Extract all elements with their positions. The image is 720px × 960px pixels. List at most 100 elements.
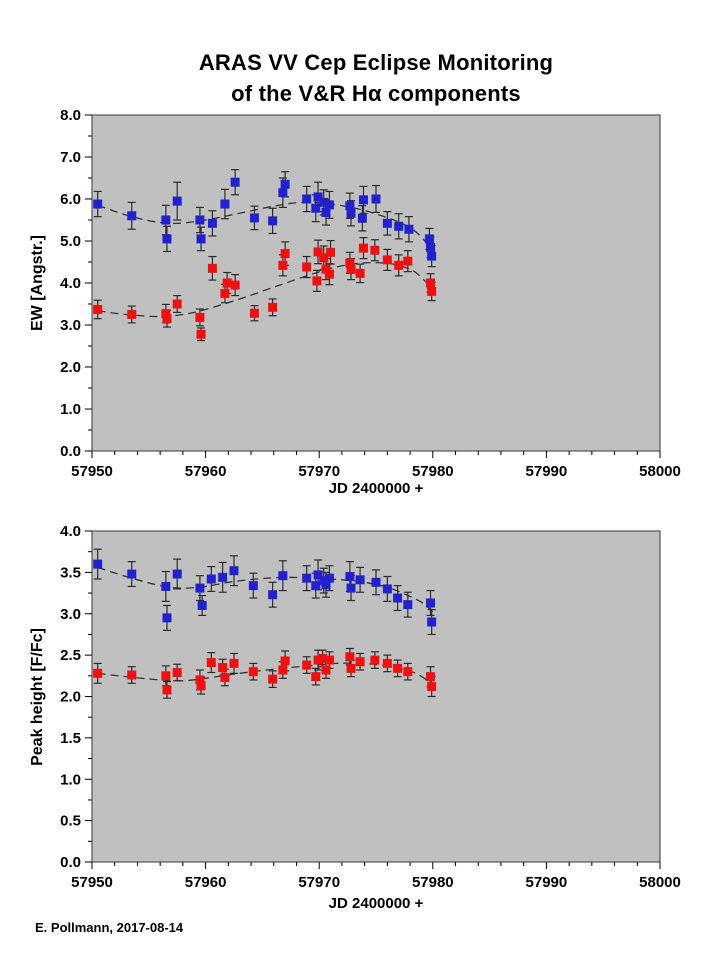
blue-data-point — [218, 572, 228, 582]
red-data-point — [249, 308, 259, 318]
blue-data-point — [161, 215, 171, 225]
x-tick-label: 57970 — [298, 463, 340, 480]
blue-data-point — [382, 218, 392, 228]
red-data-point — [280, 656, 290, 666]
blue-series — [93, 548, 437, 636]
x-tick-label: 58000 — [639, 463, 681, 480]
blue-series — [93, 169, 437, 268]
peak-height-y-axis-label: Peak height [F/Fc] — [29, 628, 46, 766]
red-trend-line — [97, 261, 434, 318]
y-tick-label: 1.0 — [60, 771, 81, 788]
ew-x-axis-label: JD 2400000 + — [328, 480, 424, 497]
x-tick-label: 57950 — [71, 463, 113, 480]
blue-data-point — [162, 234, 172, 244]
red-data-point — [278, 665, 288, 675]
red-data-point — [172, 668, 182, 678]
blue-data-point — [207, 218, 217, 228]
blue-data-point — [280, 179, 290, 189]
red-data-point — [162, 685, 172, 695]
blue-data-point — [197, 600, 207, 610]
y-tick-label: 1.0 — [60, 401, 81, 418]
red-data-point — [393, 663, 403, 673]
blue-data-point — [427, 617, 437, 627]
blue-data-point — [426, 242, 436, 252]
blue-data-point — [324, 573, 334, 583]
red-data-point — [319, 253, 329, 263]
x-tick-label: 57970 — [298, 874, 340, 891]
blue-data-point — [172, 196, 182, 206]
y-tick-label: 0.5 — [60, 813, 81, 830]
blue-data-point — [93, 199, 103, 209]
red-data-point — [403, 667, 413, 677]
red-data-point — [345, 258, 355, 268]
blue-data-point — [172, 569, 182, 579]
blue-data-point — [302, 573, 312, 583]
blue-data-point — [161, 581, 171, 591]
blue-data-point — [127, 211, 137, 221]
red-data-point — [403, 256, 413, 266]
red-data-point — [426, 278, 436, 288]
y-tick-label: 2.0 — [60, 689, 81, 706]
red-data-point — [93, 668, 103, 678]
red-data-point — [302, 660, 312, 670]
blue-data-point — [311, 203, 321, 213]
blue-data-point — [206, 574, 216, 584]
blue-data-point — [427, 251, 437, 261]
y-tick-label: 2.0 — [60, 359, 81, 376]
blue-data-point — [268, 216, 278, 226]
peak-height-chart: 57950 57960 57970 57980 57990 58000 0.0 0.5 1.0 1… — [60, 523, 681, 891]
red-data-point — [312, 276, 322, 286]
blue-data-point — [355, 575, 365, 585]
blue-data-point — [426, 598, 436, 608]
y-tick-label: 5.0 — [60, 233, 81, 250]
red-data-point — [302, 262, 312, 272]
blue-data-point — [248, 581, 258, 591]
red-data-point — [248, 667, 258, 677]
red-data-point — [427, 682, 437, 692]
blue-data-point — [394, 221, 404, 231]
blue-data-point — [195, 583, 205, 593]
figure-title: ARAS VV Cep Eclipse Monitoring of the V&… — [32, 47, 720, 109]
blue-data-point — [249, 213, 259, 223]
blue-data-point — [382, 584, 392, 594]
red-data-point — [222, 278, 232, 288]
blue-data-point — [404, 224, 414, 234]
red-data-point — [162, 314, 172, 324]
x-tick-label: 57990 — [526, 874, 568, 891]
red-data-point — [268, 302, 278, 312]
figure-title-line2: of the V&R Hα components — [231, 81, 521, 106]
blue-data-point — [127, 569, 137, 579]
red-data-point — [345, 652, 355, 662]
blue-data-point — [278, 571, 288, 581]
blue-data-point — [371, 194, 381, 204]
red-data-point — [427, 286, 437, 296]
red-data-point — [195, 675, 205, 685]
blue-data-point — [93, 559, 103, 569]
red-data-point — [394, 260, 404, 270]
y-tick-label: 6.0 — [60, 191, 81, 208]
red-data-point — [195, 312, 205, 322]
blue-trend-line — [97, 201, 434, 251]
blue-data-point — [346, 208, 356, 218]
y-tick-label: 7.0 — [60, 149, 81, 166]
red-series — [93, 237, 437, 342]
red-data-point — [161, 671, 171, 681]
peak-height-x-axis-label: JD 2400000 + — [328, 895, 424, 912]
red-data-point — [382, 255, 392, 265]
y-tick-label: 8.0 — [60, 107, 81, 124]
blue-data-point — [359, 195, 369, 205]
y-tick-label: 3.0 — [60, 606, 81, 623]
red-data-point — [127, 310, 137, 319]
blue-data-point — [311, 581, 321, 591]
red-data-point — [268, 674, 278, 684]
blue-data-point — [313, 570, 323, 580]
blue-data-point — [321, 207, 331, 217]
red-data-point — [161, 309, 171, 319]
blue-data-point — [230, 177, 240, 187]
x-tick-label: 57960 — [185, 463, 227, 480]
y-tick-label: 3.0 — [60, 317, 81, 334]
red-data-point — [426, 672, 436, 682]
blue-data-point — [345, 201, 355, 211]
red-data-point — [218, 663, 228, 673]
x-tick-label: 57980 — [412, 463, 454, 480]
